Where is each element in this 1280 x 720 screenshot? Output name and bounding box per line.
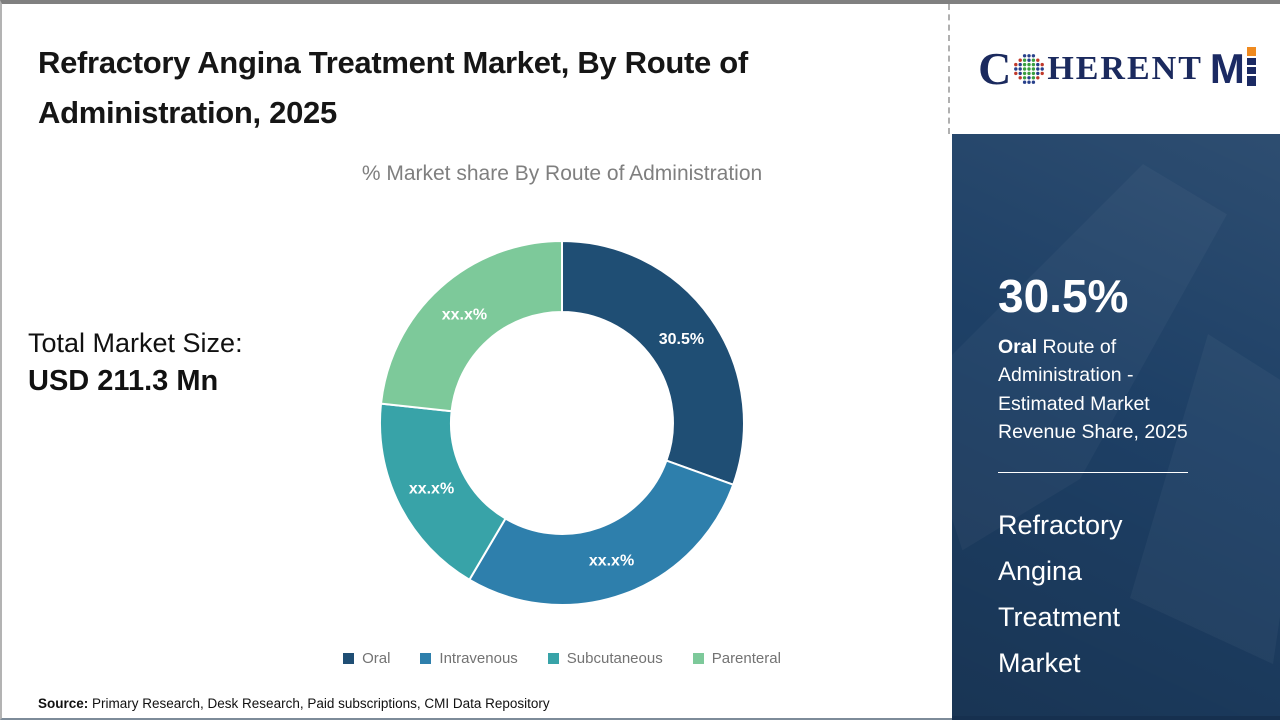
- legend-item-parenteral: Parenteral: [692, 650, 781, 667]
- panel-stat-desc-rest: Route of Administration - Estimated Mark…: [998, 336, 1188, 443]
- legend-item-oral: Oral: [343, 650, 390, 667]
- chart-legend: Oral Intravenous Subcutaneous Parenteral: [172, 650, 952, 667]
- donut-chart: 30.5% xx.x% xx.x% xx.x%: [352, 213, 772, 633]
- logo-letter-c: C: [978, 43, 1012, 94]
- logo-globe-icon: [1014, 54, 1045, 84]
- panel-divider: [998, 472, 1188, 474]
- total-market-block: Total Market Size: USD 211.3 Mn: [28, 328, 243, 398]
- panel-stat-value: 30.5%: [998, 270, 1129, 322]
- legend-swatch-parenteral: [692, 653, 704, 664]
- coherent-mi-logo: C HERENT M: [978, 46, 1256, 92]
- side-panel: 30.5% Oral Route of Administration - Est…: [952, 134, 1280, 720]
- panel-stat-description: Oral Route of Administration - Estimated…: [998, 333, 1216, 446]
- donut-chart-svg: 30.5% xx.x% xx.x% xx.x%: [378, 239, 745, 606]
- chart-subtitle: % Market share By Route of Administratio…: [361, 162, 763, 185]
- donut-segment-parenteral: [379, 239, 563, 413]
- slice-label-intravenous: xx.x%: [589, 552, 634, 569]
- panel-market-name: Refractory Angina Treatment Market: [998, 510, 1123, 678]
- legend-label-subcutaneous: Subcutaneous: [566, 650, 663, 667]
- legend-label-parenteral: Parenteral: [711, 650, 781, 667]
- logo-letter-m: M: [1209, 45, 1245, 92]
- slice-label-oral: 30.5%: [659, 331, 704, 348]
- legend-item-intravenous: Intravenous: [420, 650, 518, 667]
- legend-item-subcutaneous: Subcutaneous: [547, 650, 663, 667]
- panel-footer-strip: [952, 716, 1280, 720]
- source-text: Primary Research, Desk Research, Paid su…: [88, 696, 550, 711]
- slice-label-subcutaneous: xx.x%: [409, 481, 454, 498]
- legend-label-oral: Oral: [362, 650, 391, 667]
- legend-swatch-oral: [343, 653, 355, 664]
- source-label: Source:: [38, 696, 89, 711]
- logo-area: C HERENT M: [952, 4, 1280, 134]
- logo-letters-herent: HERENT: [1047, 50, 1203, 87]
- legend-swatch-subcutaneous: [547, 653, 559, 664]
- donut-segment-oral: [561, 239, 745, 486]
- dashed-divider: [948, 4, 950, 134]
- slice-label-parenteral: xx.x%: [442, 306, 487, 323]
- panel-stat-desc-bold: Oral: [998, 336, 1038, 358]
- source-line: Source: Primary Research, Desk Research,…: [38, 696, 550, 711]
- page-title: Refractory Angina Treatment Market, By R…: [38, 45, 748, 131]
- logo-i-bars-icon: [1246, 46, 1256, 86]
- legend-swatch-intravenous: [420, 653, 432, 664]
- donut-segment-intravenous: [468, 459, 735, 606]
- total-market-label: Total Market Size:: [28, 328, 243, 358]
- legend-label-intravenous: Intravenous: [439, 650, 518, 667]
- total-market-value: USD 211.3 Mn: [28, 365, 219, 397]
